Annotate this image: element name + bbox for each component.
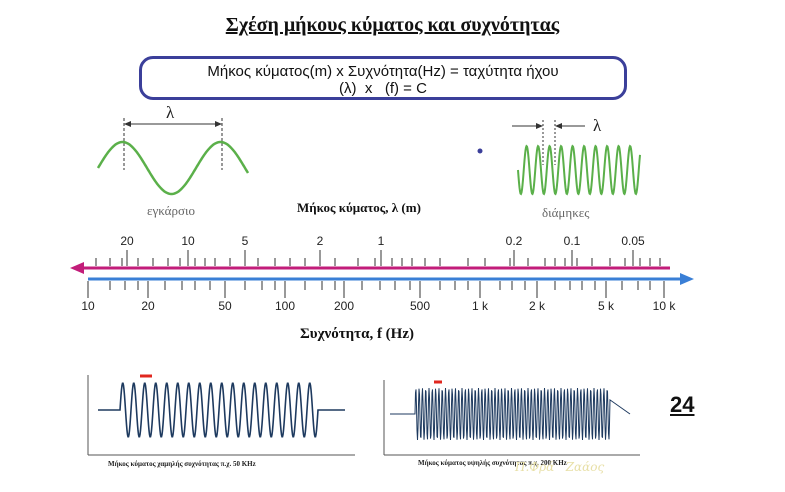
bullet-dot bbox=[477, 148, 483, 154]
osc-high-trace bbox=[390, 387, 631, 441]
watermark: Π.Φρά Ζαάος bbox=[515, 460, 605, 474]
longitudinal-sine bbox=[517, 144, 641, 196]
formula-box: Μήκος κύματος(m) x Συχνότητα(Hz) = ταχύτ… bbox=[139, 56, 627, 100]
oscilloscope-low bbox=[87, 374, 355, 456]
transverse-wave bbox=[96, 118, 250, 196]
osc-high-caption: Μήκος κύματος υψηλής συχνότητας π.χ. 200… bbox=[418, 459, 567, 467]
oscilloscope-high bbox=[383, 380, 640, 456]
scale-ticks bbox=[87, 250, 665, 298]
frequency-tick-label: 500 bbox=[409, 299, 431, 313]
frequency-arrowhead bbox=[680, 273, 694, 285]
frequency-tick-label: 10 k bbox=[652, 299, 676, 313]
frequency-tick-label: 1 k bbox=[471, 299, 488, 313]
frequency-tick-label: 100 bbox=[274, 299, 296, 313]
frequency-tick-label: 2 k bbox=[528, 299, 545, 313]
wavelength-tick-label: 0.05 bbox=[621, 234, 645, 248]
frequency-tick-label: 200 bbox=[333, 299, 355, 313]
longitudinal-arrowhead-left bbox=[536, 123, 543, 129]
wavelength-tick-label: 0.1 bbox=[563, 234, 581, 248]
longitudinal-arrowhead-right bbox=[555, 123, 562, 129]
longitudinal-label: διάμηκες bbox=[542, 205, 590, 220]
wavelength-arrowhead bbox=[70, 262, 84, 274]
longitudinal-lambda-label: λ bbox=[593, 116, 602, 135]
formula-line-1: Μήκος κύματος(m) x Συχνότητα(Hz) = ταχύτ… bbox=[207, 63, 559, 80]
transverse-arrowhead-left bbox=[124, 121, 131, 127]
frequency-tick-label: 10 bbox=[81, 299, 95, 313]
transverse-lambda-label: λ bbox=[166, 103, 175, 122]
osc-low-caption: Μήκος κύματος χαμηλής συχνότητας π.χ. 50… bbox=[108, 460, 256, 468]
transverse-label: εγκάρσιο bbox=[147, 203, 195, 218]
wavelength-tick-label: 0.2 bbox=[505, 234, 523, 248]
longitudinal-wave bbox=[512, 120, 641, 196]
wavelength-title: Μήκος κύματος, λ (m) bbox=[297, 200, 421, 215]
wavelength-tick-label: 1 bbox=[377, 234, 385, 248]
frequency-tick-label: 5 k bbox=[597, 299, 614, 313]
wavelength-tick-label: 10 bbox=[181, 234, 195, 248]
transverse-arrowhead-right bbox=[215, 121, 222, 127]
wavelength-tick-label: 5 bbox=[241, 234, 249, 248]
frequency-title: Συχνότητα, f (Hz) bbox=[300, 326, 415, 342]
page-number: 24 bbox=[670, 392, 695, 417]
transverse-sine bbox=[96, 140, 250, 196]
frequency-wavelength-scale bbox=[70, 250, 694, 298]
osc-low-trace bbox=[98, 382, 345, 438]
page-title: Σχέση μήκους κύματος και συχνότητας bbox=[225, 14, 560, 36]
frequency-tick-label: 20 bbox=[141, 299, 155, 313]
wavelength-tick-label: 20 bbox=[120, 234, 134, 248]
wavelength-tick-label: 2 bbox=[316, 234, 324, 248]
frequency-tick-label: 50 bbox=[218, 299, 232, 313]
formula-line-2: (λ) x (f) = C bbox=[339, 80, 427, 97]
